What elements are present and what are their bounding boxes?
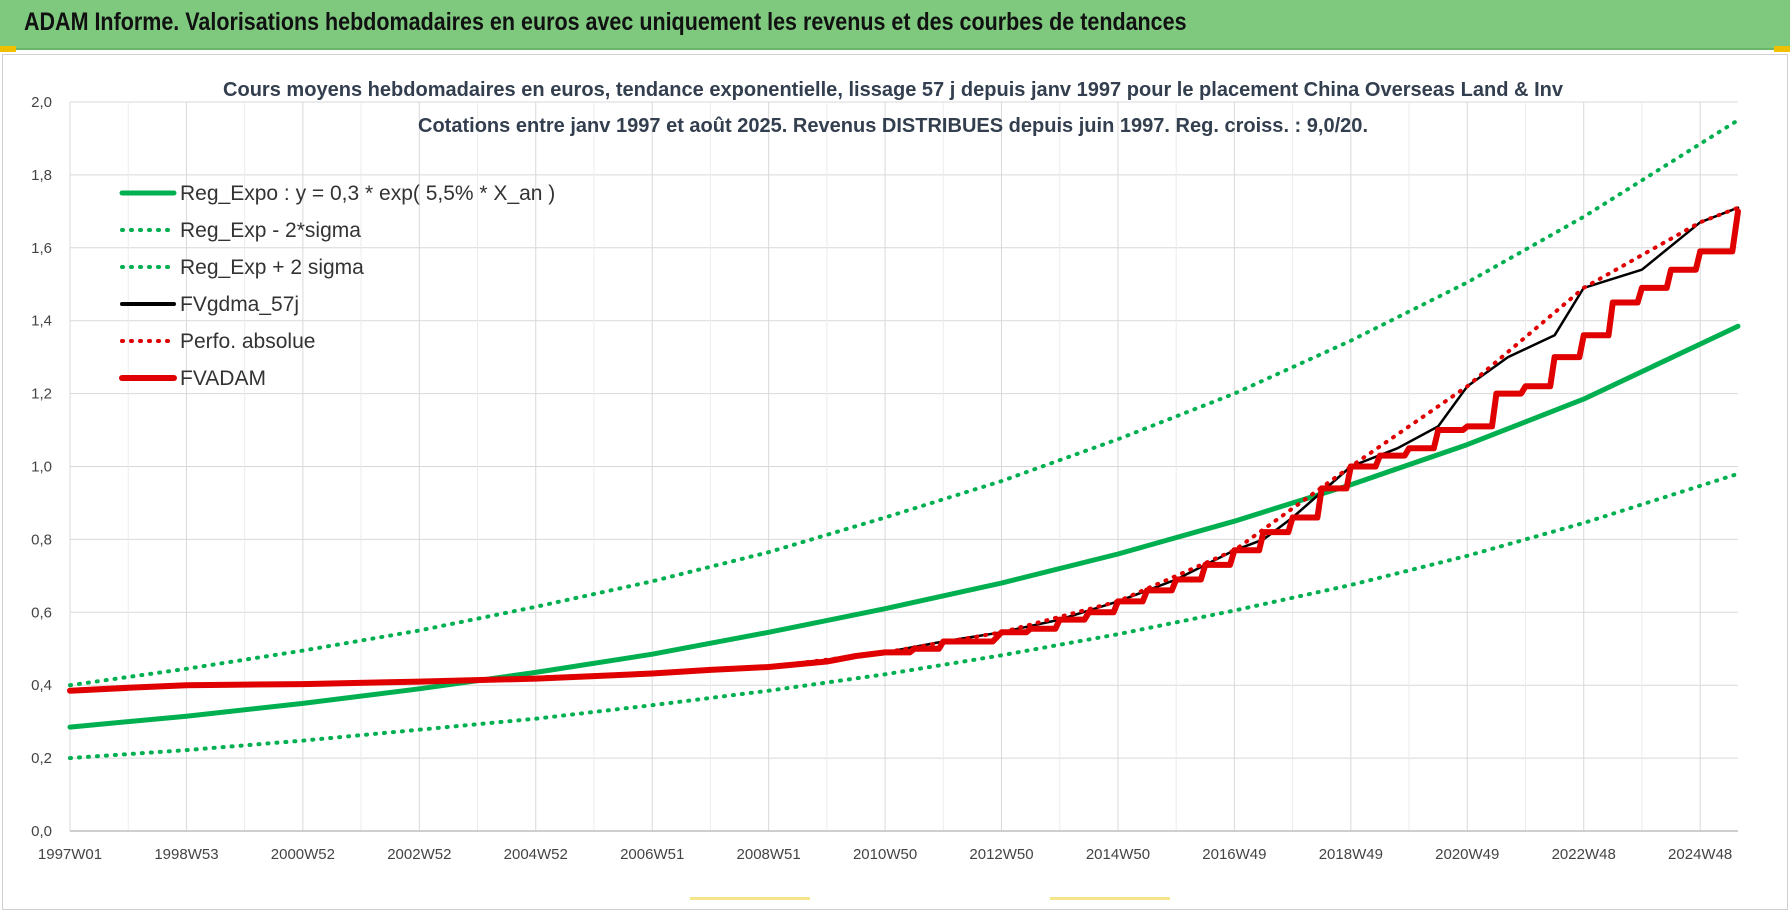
x-tick-label: 2000W52 (271, 846, 335, 863)
legend-label: FVgdma_57j (180, 293, 299, 316)
x-tick-label: 2014W50 (1086, 846, 1150, 863)
x-tick-label: 2002W52 (387, 846, 451, 863)
x-tick-label: 2012W50 (969, 846, 1033, 863)
x-tick-label: 2008W51 (737, 846, 801, 863)
x-tick-label: 2010W50 (853, 846, 917, 863)
chart-grid (69, 101, 1738, 832)
bottom-marker (690, 897, 810, 900)
y-tick-label: 0,6 (31, 604, 52, 621)
series-line-perfo- (68, 205, 1740, 693)
chart-frame (2, 54, 1788, 910)
y-tick-label: 1,0 (31, 459, 52, 476)
legend-label: Reg_Expo : y = 0,3 * exp( 5,5% * X_an ) (180, 182, 555, 205)
series-line-reg-expo (67, 323, 1741, 730)
y-tick-label: 0,2 (31, 750, 52, 767)
plot-area (67, 118, 1741, 761)
y-tick-label: 0,4 (31, 677, 52, 694)
chart-title-line1: Cours moyens hebdomadaires en euros, ten… (223, 79, 1564, 101)
x-tick-label: 2024W48 (1668, 846, 1732, 863)
x-tick-label: 2020W49 (1435, 846, 1499, 863)
bottom-marker (1050, 897, 1170, 900)
x-tick-label: 1997W01 (38, 846, 102, 863)
x-axis-ticks: 1997W01 1998W53 2000W52 2002W52 2004W52 2006W… (38, 846, 1732, 863)
y-tick-label: 1,4 (31, 313, 52, 330)
legend-label: Reg_Exp - 2*sigma (180, 219, 361, 242)
y-tick-label: 0,0 (31, 823, 52, 840)
y-axis-ticks: 0,0 0,2 0,4 0,6 0,8 1,0 1,2 1,4 1,6 1,8 2,0 (31, 94, 52, 840)
corner-marker-right (1774, 46, 1790, 52)
legend-label: FVADAM (180, 367, 266, 390)
x-tick-label: 2004W52 (504, 846, 568, 863)
series-line-reg-exp (68, 471, 1740, 761)
corner-marker-left (0, 46, 16, 52)
report-title: ADAM Informe. Valorisations hebdomadaire… (24, 8, 1187, 36)
series-line-fvadam (67, 208, 1741, 694)
y-tick-label: 2,0 (31, 94, 52, 111)
y-tick-label: 1,8 (31, 167, 52, 184)
y-tick-label: 0,8 (31, 531, 52, 548)
y-tick-label: 1,2 (31, 386, 52, 403)
y-tick-label: 1,6 (31, 240, 52, 257)
legend-label: Reg_Exp + 2 sigma (180, 256, 364, 279)
x-tick-label: 1998W53 (154, 846, 218, 863)
x-tick-label: 2016W49 (1202, 846, 1266, 863)
x-tick-label: 2018W49 (1319, 846, 1383, 863)
legend-label: Perfo. absolue (180, 330, 315, 353)
series-line-fvgdma-57j (68, 206, 1740, 692)
chart-legend: Reg_Expo : y = 0,3 * exp( 5,5% * X_an ) R… (119, 182, 555, 390)
x-tick-label: 2022W48 (1552, 846, 1616, 863)
chart-title-line2: Cotations entre janv 1997 et août 2025. … (418, 115, 1368, 137)
x-tick-label: 2006W51 (620, 846, 684, 863)
report-header: ADAM Informe. Valorisations hebdomadaire… (0, 0, 1790, 50)
